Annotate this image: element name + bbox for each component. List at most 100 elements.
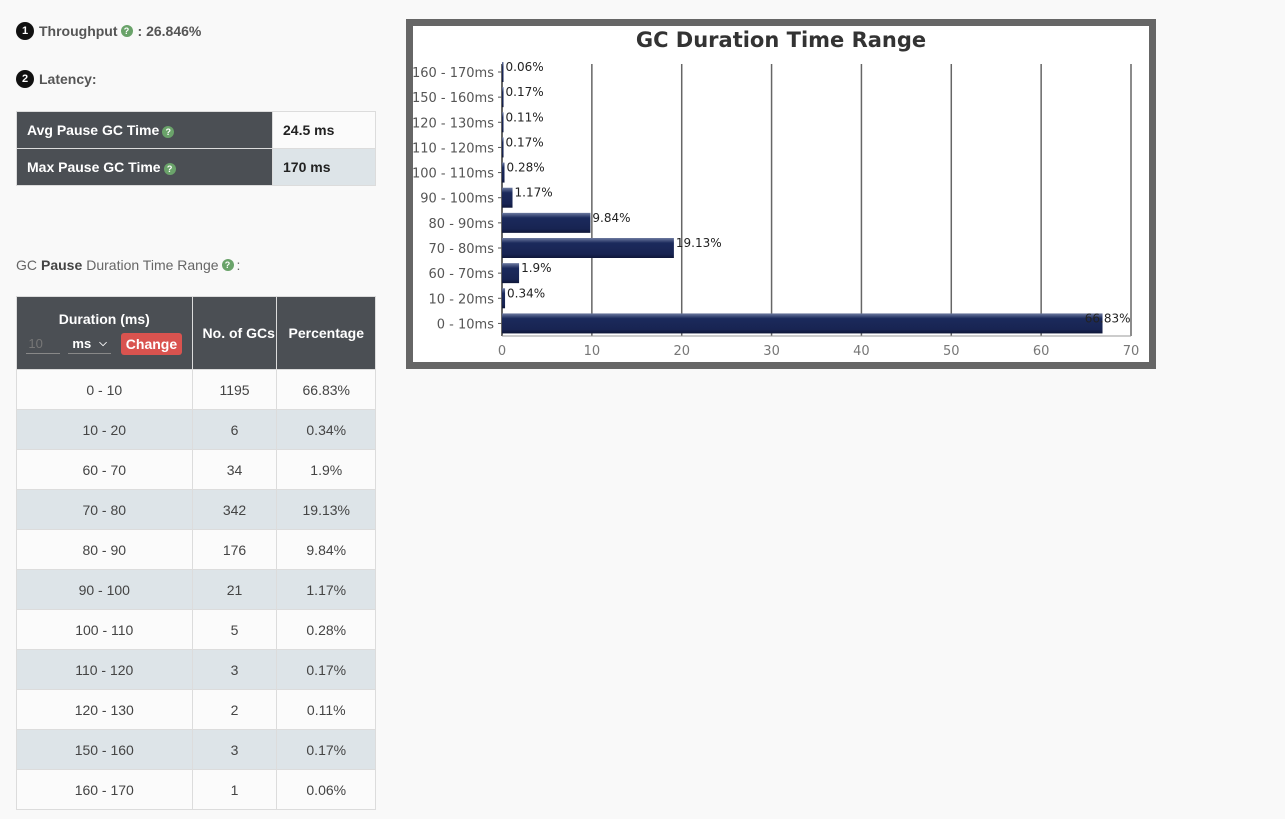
- cell-count: 2: [191, 689, 278, 730]
- help-icon[interactable]: ?: [163, 163, 176, 175]
- table-row: 160 - 170 1 0.06%: [16, 769, 376, 810]
- cell-count: 3: [191, 729, 278, 770]
- cell-range: 0 - 10: [16, 369, 193, 410]
- y-category-label: 90 - 100ms: [420, 192, 494, 207]
- change-button[interactable]: Change: [120, 333, 183, 355]
- bar: [502, 187, 513, 208]
- cell-count: 1195: [191, 369, 278, 410]
- chevron-down-icon: ⌵: [99, 338, 107, 349]
- cell-count: 3: [191, 649, 278, 690]
- y-category-label: 150 - 160ms: [413, 91, 494, 106]
- help-icon[interactable]: ?: [162, 126, 175, 138]
- bar: [502, 212, 591, 233]
- cell-pct: 1.9%: [276, 449, 376, 490]
- table-row: Avg Pause GC Time? 24.5 ms: [16, 111, 376, 149]
- data-label: 0.11%: [506, 110, 544, 124]
- chart-background: [413, 26, 1149, 362]
- y-category-label: 110 - 120ms: [413, 141, 494, 156]
- y-category-label: 60 - 70ms: [429, 267, 495, 282]
- cell-range: 60 - 70: [16, 449, 193, 490]
- x-tick-label: 40: [853, 344, 870, 359]
- y-category-label: 120 - 130ms: [413, 116, 494, 131]
- bar: [502, 288, 506, 309]
- cell-range: 150 - 160: [16, 729, 193, 770]
- cell-pct: 0.17%: [276, 649, 376, 690]
- latency-label: Latency:: [39, 71, 97, 87]
- throughput-kpi: 1 Throughput ? : 26.846%: [16, 22, 201, 40]
- avg-pause-value: 24.5 ms: [272, 111, 376, 149]
- data-label: 1.9%: [521, 261, 552, 275]
- chart-frame: GC Duration Time Range 0 10 20 30 40 50 60 70 160…: [406, 19, 1156, 369]
- data-label: 0.34%: [507, 286, 545, 300]
- bar: [502, 162, 505, 183]
- unit-select[interactable]: ms ⌵: [68, 334, 111, 354]
- help-icon[interactable]: ?: [221, 259, 234, 271]
- data-label: 0.17%: [506, 135, 544, 149]
- cell-range: 120 - 130: [16, 689, 193, 730]
- bar: [502, 62, 504, 82]
- data-label: 1.17%: [515, 186, 553, 200]
- cell-pct: 9.84%: [276, 529, 376, 570]
- data-label: 66.83%: [1085, 311, 1131, 325]
- cell-range: 10 - 20: [16, 409, 193, 450]
- x-tick-label: 70: [1123, 344, 1140, 359]
- throughput-label: Throughput: [39, 23, 118, 39]
- data-label: 0.17%: [506, 85, 544, 99]
- y-category-label: 80 - 90ms: [429, 217, 495, 232]
- table-row: 80 - 90 176 9.84%: [16, 529, 376, 570]
- y-category-label: 0 - 10ms: [437, 317, 494, 332]
- cell-pct: 0.06%: [276, 769, 376, 810]
- data-label: 0.06%: [506, 60, 544, 74]
- bar: [502, 87, 504, 108]
- help-icon[interactable]: ?: [120, 25, 133, 37]
- bar: [502, 137, 504, 158]
- x-tick-label: 10: [584, 344, 601, 359]
- pct-header: Percentage: [276, 296, 376, 370]
- bar: [502, 238, 674, 258]
- latency-kpi: 2 Latency:: [16, 70, 97, 88]
- y-category-label: 160 - 170ms: [413, 66, 494, 81]
- cell-count: 34: [191, 449, 278, 490]
- x-tick-label: 50: [943, 344, 960, 359]
- section-title: GC Pause Duration Time Range ?:: [16, 257, 241, 273]
- table-row: Max Pause GC Time? 170 ms: [16, 148, 376, 186]
- cell-pct: 1.17%: [276, 569, 376, 610]
- max-pause-value: 170 ms: [272, 148, 376, 186]
- y-category-label: 100 - 110ms: [413, 167, 494, 182]
- avg-pause-label: Avg Pause GC Time?: [16, 111, 273, 149]
- cell-range: 160 - 170: [16, 769, 193, 810]
- step-1-badge: 1: [16, 22, 34, 40]
- cell-pct: 19.13%: [276, 489, 376, 530]
- x-tick-label: 20: [673, 344, 690, 359]
- cell-count: 21: [191, 569, 278, 610]
- step-2-badge: 2: [16, 70, 34, 88]
- cell-pct: 0.17%: [276, 729, 376, 770]
- x-tick-label: 30: [763, 344, 780, 359]
- table-row: 120 - 130 2 0.11%: [16, 689, 376, 730]
- throughput-value: : 26.846%: [137, 23, 202, 39]
- data-label: 19.13%: [676, 236, 722, 250]
- table-row: 90 - 100 21 1.17%: [16, 569, 376, 610]
- cell-range: 100 - 110: [16, 609, 193, 650]
- y-category-label: 10 - 20ms: [429, 292, 495, 307]
- bar: [502, 263, 520, 284]
- bar: [502, 112, 504, 133]
- cell-range: 90 - 100: [16, 569, 193, 610]
- max-pause-label: Max Pause GC Time?: [16, 148, 273, 186]
- chart-title: GC Duration Time Range: [636, 28, 926, 52]
- interval-input[interactable]: [26, 334, 61, 354]
- data-label: 9.84%: [592, 211, 630, 225]
- cell-count: 5: [191, 609, 278, 650]
- table-row: 70 - 80 342 19.13%: [16, 489, 376, 530]
- duration-header: Duration (ms) ms⌵ Change: [16, 296, 193, 370]
- count-header: No. of GCs: [191, 296, 278, 370]
- x-tick-label: 0: [498, 344, 506, 359]
- table-row: 150 - 160 3 0.17%: [16, 729, 376, 770]
- cell-count: 1: [191, 769, 278, 810]
- data-label: 0.28%: [507, 161, 545, 175]
- table-row: 0 - 10 1195 66.83%: [16, 369, 376, 410]
- table-row: 110 - 120 3 0.17%: [16, 649, 376, 690]
- latency-table: Avg Pause GC Time? 24.5 ms Max Pause GC …: [16, 111, 376, 186]
- cell-pct: 0.28%: [276, 609, 376, 650]
- y-category-label: 70 - 80ms: [429, 242, 495, 257]
